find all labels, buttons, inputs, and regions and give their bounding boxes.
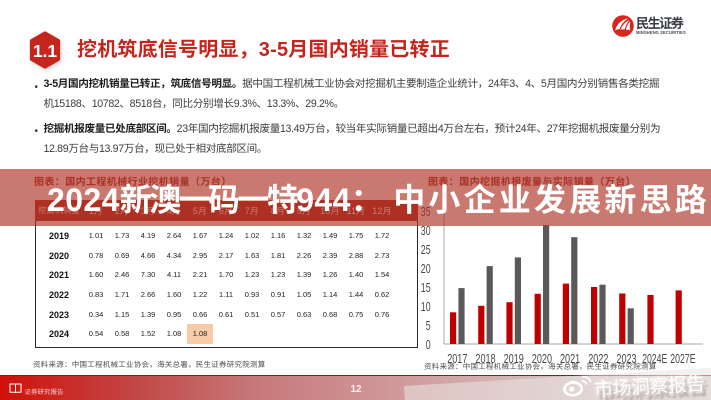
svg-text:2024E: 2024E (642, 351, 667, 364)
svg-text:1.1: 1.1 (33, 40, 58, 60)
svg-text:30: 30 (421, 223, 431, 238)
svg-text:5: 5 (426, 318, 431, 333)
svg-text:2022: 2022 (588, 351, 608, 364)
svg-text:20: 20 (421, 261, 431, 276)
svg-text:2027E: 2027E (670, 351, 695, 364)
svg-text:2017: 2017 (447, 351, 467, 364)
svg-text:2020: 2020 (532, 351, 552, 364)
svg-text:2023: 2023 (616, 351, 636, 364)
svg-text:2019: 2019 (504, 351, 524, 364)
svg-text:10: 10 (421, 299, 431, 314)
svg-text:0: 0 (426, 337, 431, 352)
svg-text:2018: 2018 (475, 351, 495, 364)
svg-text:2021: 2021 (560, 351, 580, 364)
svg-text:15: 15 (421, 280, 431, 295)
svg-text:25: 25 (421, 242, 431, 257)
